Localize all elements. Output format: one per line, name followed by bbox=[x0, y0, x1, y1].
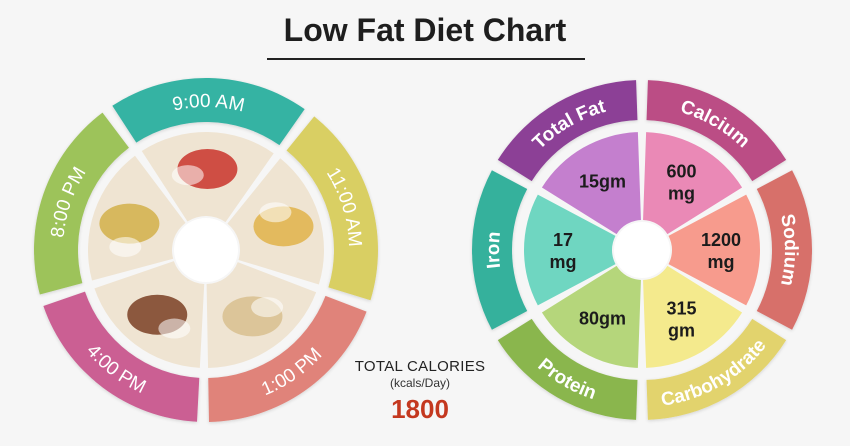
meal-time-segment-4-00-pm bbox=[43, 291, 200, 422]
nutrient-value-wedge-sodium bbox=[668, 194, 760, 306]
nutrient-value-label: 315 gm bbox=[666, 298, 696, 340]
food-dish-shape bbox=[99, 203, 160, 244]
nutrient-value-wedge-total-fat bbox=[541, 132, 641, 235]
food-dish-highlight bbox=[259, 202, 292, 223]
total-calories-block: TOTAL CALORIES (kcals/Day) 1800 bbox=[330, 358, 510, 425]
title-underline bbox=[267, 58, 585, 60]
meal-time-segment-11-00-am bbox=[286, 116, 378, 301]
nutrient-value-label: 15gm bbox=[579, 172, 626, 192]
nutrient-value-label: 17 mg bbox=[550, 230, 577, 272]
meal-time-segment-1-00-pm bbox=[208, 295, 367, 422]
nutrient-band-protein bbox=[497, 318, 638, 420]
nutrient-band-total-fat bbox=[497, 80, 638, 182]
nutrient-band-sodium bbox=[756, 170, 812, 330]
nutrient-value-label: 80gm bbox=[579, 308, 626, 328]
nutrient-value-wedge-protein bbox=[541, 265, 641, 368]
meal-time-segment-9-00-am bbox=[112, 78, 305, 146]
nutrient-band-iron bbox=[471, 170, 528, 330]
nutrient-name-label: Iron bbox=[483, 231, 505, 270]
nutrient-band-carbohydrate bbox=[646, 318, 787, 420]
food-dish-highlight bbox=[251, 297, 284, 318]
nutrient-value-wedge-carbohydrate bbox=[643, 265, 743, 368]
food-dish-highlight bbox=[109, 236, 142, 257]
food-dish-highlight bbox=[171, 165, 204, 186]
nutrient-value-label: 600 mg bbox=[666, 162, 696, 204]
nutrient-value-label: 1200 mg bbox=[701, 230, 741, 272]
meal-time-segment-8-00-pm bbox=[33, 112, 129, 295]
total-calories-label: TOTAL CALORIES bbox=[354, 358, 486, 375]
nutrient-name-label: Sodium bbox=[776, 212, 801, 287]
nutrient-wheel-hub bbox=[614, 222, 670, 278]
total-calories-value: 1800 bbox=[391, 394, 449, 424]
nutrient-band-calcium bbox=[646, 80, 787, 182]
nutrient-value-wedge-iron bbox=[524, 194, 616, 306]
food-dish-highlight bbox=[158, 318, 191, 339]
total-calories-unit: (kcals/Day) bbox=[389, 376, 450, 390]
meal-wheel-hub bbox=[174, 218, 238, 282]
page-title: Low Fat Diet Chart bbox=[283, 12, 567, 48]
nutrient-value-wedge-calcium bbox=[643, 132, 743, 235]
